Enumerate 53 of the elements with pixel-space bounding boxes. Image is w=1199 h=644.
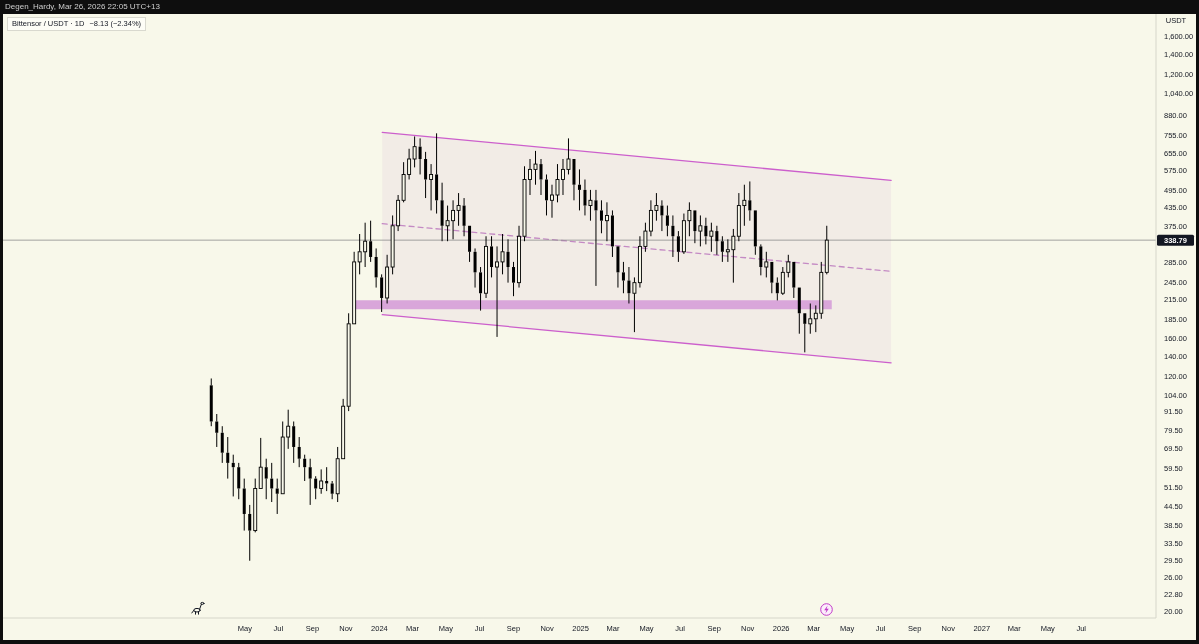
candlestick: [209, 377, 213, 427]
candlestick: [314, 475, 318, 500]
candlestick: [512, 261, 516, 297]
candlestick: [380, 273, 384, 313]
candlestick: [242, 478, 246, 532]
candlestick: [506, 238, 510, 284]
candlestick: [264, 458, 268, 500]
candlestick: [435, 132, 439, 215]
candlestick: [748, 180, 752, 222]
candlestick: [231, 454, 235, 497]
candlestick: [424, 151, 428, 199]
candlestick: [330, 480, 334, 500]
candlestick: [479, 266, 483, 312]
candlestick: [462, 197, 466, 237]
candlestick: [490, 235, 494, 278]
text: Degen_Hardy, Mar 26, 2026 22:05 UTC+13: [5, 1, 160, 13]
candlestick: [720, 235, 724, 263]
candlestick: [599, 199, 603, 234]
candlestick: [671, 214, 675, 258]
candlestick: [764, 251, 769, 278]
candlestick: [610, 209, 614, 258]
candlestick: [621, 261, 625, 294]
candlestick: [248, 504, 252, 562]
candlestick: [215, 413, 219, 448]
candlestick: [319, 468, 324, 495]
candlestick: [627, 266, 631, 304]
candlestick: [759, 243, 763, 276]
candlestick: [473, 247, 477, 289]
candlestick: [237, 462, 241, 500]
candlestick: [539, 158, 543, 196]
candlestick: [698, 214, 703, 247]
candlestick: [808, 303, 813, 335]
candlestick: [676, 230, 680, 263]
candlestick: [775, 276, 779, 301]
candlestick: [226, 436, 230, 480]
candlestick: [577, 168, 581, 211]
candlestick: [292, 421, 296, 464]
candlestick: [484, 235, 488, 299]
candlestick: [418, 137, 422, 175]
candlestick: [374, 247, 378, 289]
candlestick: [545, 173, 548, 216]
candlestick: [220, 425, 224, 464]
candlestick: [588, 189, 593, 222]
candlestick: [429, 163, 434, 211]
candlestick: [605, 201, 609, 242]
candlestick: [275, 478, 279, 515]
candlestick: [665, 205, 669, 237]
candlestick: [303, 454, 307, 482]
candlestick: [297, 436, 301, 468]
candlestick: [270, 462, 274, 503]
candlestick: [308, 458, 312, 506]
candlestick: [369, 220, 373, 263]
candlestick: [583, 178, 587, 216]
